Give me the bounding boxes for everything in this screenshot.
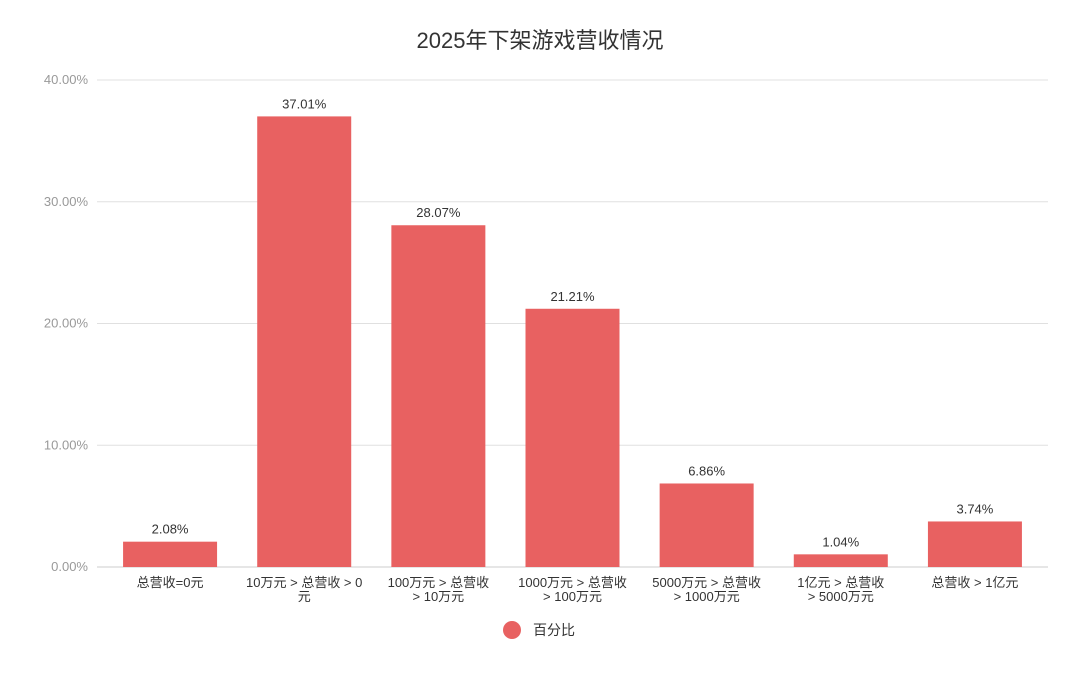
bar[interactable]	[927, 521, 1022, 567]
y-tick-label: 40.00%	[44, 72, 89, 87]
x-tick-label: 100万元 > 总营收> 10万元	[388, 575, 490, 604]
x-tick-label: 1亿元 > 总营收> 5000万元	[797, 575, 884, 604]
bars	[123, 116, 1022, 568]
x-axis-tick-labels: 总营收=0元 10万元 > 总营收 > 0 元 100万元 > 总营收> 10万元 10…	[137, 575, 1019, 604]
data-label: 28.07%	[416, 205, 461, 220]
data-label: 2.08%	[152, 522, 189, 537]
y-tick-label: 20.00%	[44, 316, 89, 331]
y-tick-label: 10.00%	[44, 437, 89, 452]
chart-title: 2025年下架游戏营收情况	[417, 28, 664, 53]
data-label: 6.86%	[688, 463, 725, 478]
x-tick-label: 5000万元 > 总营收> 1000万元	[652, 575, 761, 604]
bar[interactable]	[391, 225, 486, 568]
data-labels: 2.08% 37.01% 28.07% 21.21% 6.86% 1.04% 3.74%	[152, 96, 994, 549]
bar[interactable]	[123, 541, 218, 567]
bar[interactable]	[525, 308, 620, 567]
data-label: 3.74%	[956, 501, 993, 516]
legend[interactable]: 百分比	[503, 621, 575, 639]
x-tick-label: 总营收 > 1亿元	[931, 575, 1018, 590]
data-label: 37.01%	[282, 96, 327, 111]
x-tick-label: 1000万元 > 总营收> 100万元	[518, 575, 627, 604]
x-tick-label: 总营收=0元	[137, 575, 204, 590]
y-axis-tick-labels: 0.00% 10.00% 20.00% 30.00% 40.00%	[44, 72, 89, 574]
data-label: 21.21%	[550, 289, 595, 304]
data-label: 1.04%	[822, 534, 859, 549]
legend-marker[interactable]	[503, 621, 521, 639]
y-tick-label: 30.00%	[44, 194, 89, 209]
legend-label[interactable]: 百分比	[533, 622, 575, 638]
y-tick-label: 0.00%	[51, 559, 88, 574]
bar[interactable]	[659, 483, 754, 567]
bar[interactable]	[257, 116, 352, 567]
bar[interactable]	[793, 554, 888, 567]
